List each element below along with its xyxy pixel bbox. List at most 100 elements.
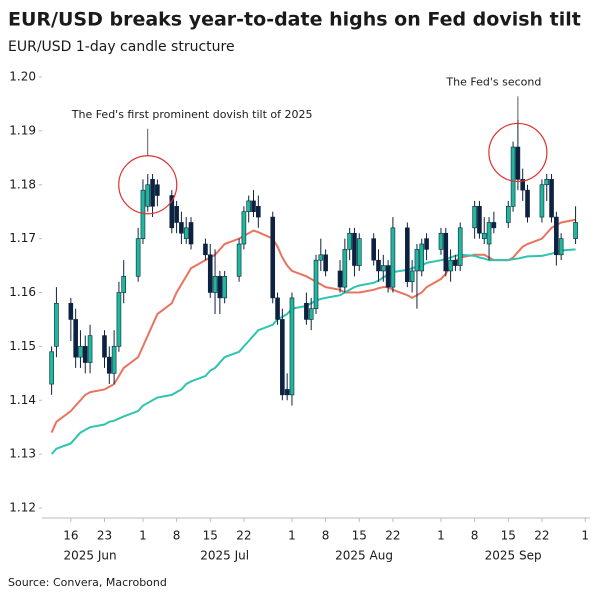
candle-body xyxy=(169,195,175,229)
month-label: 2025 Sep xyxy=(485,549,542,563)
candle-body xyxy=(121,276,127,293)
candle-body xyxy=(477,206,482,234)
candle-body xyxy=(150,179,155,207)
chart-subtitle: EUR/USD 1-day candle structure xyxy=(8,39,235,55)
candle-body xyxy=(342,249,348,288)
candle-body xyxy=(525,189,530,218)
x-tick-label: 23 xyxy=(97,529,112,543)
candle-body xyxy=(390,227,396,288)
x-tick-label: 8 xyxy=(471,529,479,543)
candle-body xyxy=(554,216,559,256)
moving-average-line xyxy=(50,218,576,433)
candle-body xyxy=(116,292,122,347)
month-label: 2025 Jul xyxy=(200,549,249,563)
candle-body xyxy=(174,206,179,223)
x-tick-label: 15 xyxy=(501,529,516,543)
candle-body xyxy=(145,184,151,207)
candle-body xyxy=(246,200,252,212)
moving-average-line xyxy=(50,248,576,455)
candle-body xyxy=(241,211,247,245)
chart-title: EUR/USD breaks year-to-date highs on Fed… xyxy=(8,9,581,31)
y-tick-label: 1.17 xyxy=(9,231,36,245)
y-tick-label: 1.15 xyxy=(9,339,36,353)
candle-body xyxy=(140,189,146,239)
candle-body xyxy=(414,249,420,272)
candle-body xyxy=(289,297,295,396)
candle-body xyxy=(54,302,59,347)
candle-body xyxy=(405,227,410,283)
candle-body xyxy=(448,259,453,272)
candle-body xyxy=(49,351,54,385)
candle-body xyxy=(515,146,521,180)
candle-body xyxy=(486,222,492,245)
candle-body xyxy=(558,238,564,256)
annotation-text: The Fed's second xyxy=(445,75,541,88)
candle-body xyxy=(424,238,429,250)
candle-body xyxy=(481,232,487,239)
candle-body xyxy=(275,297,280,320)
candle-body xyxy=(308,308,314,320)
y-tick-label: 1.18 xyxy=(9,177,36,191)
candle-body xyxy=(87,335,93,363)
x-tick-label: 1 xyxy=(581,529,589,543)
candle-body xyxy=(453,259,458,266)
candle-body xyxy=(280,319,285,396)
candle-body xyxy=(347,232,352,250)
candle-body xyxy=(68,302,74,320)
y-tick-label: 1.12 xyxy=(9,501,36,515)
candle-body xyxy=(222,276,227,299)
candle-body xyxy=(510,146,516,207)
candle-body xyxy=(385,265,391,288)
candle-body xyxy=(318,254,324,261)
candle-body xyxy=(179,222,184,234)
candle-body xyxy=(284,389,290,396)
candle-body xyxy=(256,206,261,218)
candle-body xyxy=(352,232,357,266)
candle-body xyxy=(323,254,328,272)
x-tick-label: 1 xyxy=(139,529,147,543)
candle-body xyxy=(73,319,78,358)
candle-body xyxy=(188,222,194,245)
candle-body xyxy=(549,179,554,218)
x-tick-label: 8 xyxy=(173,529,181,543)
candle-body xyxy=(82,346,88,363)
y-tick-label: 1.19 xyxy=(9,123,36,137)
candle-body xyxy=(539,184,545,218)
candle-body xyxy=(371,238,376,261)
x-tick-label: 16 xyxy=(63,529,78,543)
candle-body xyxy=(212,276,218,293)
candle-body xyxy=(183,227,189,239)
x-tick-label: 22 xyxy=(534,529,549,543)
candle-body xyxy=(304,302,309,320)
y-tick-label: 1.14 xyxy=(9,393,36,407)
y-tick-label: 1.20 xyxy=(9,70,36,84)
x-tick-label: 22 xyxy=(236,529,251,543)
candle-body xyxy=(106,356,112,374)
candle-body xyxy=(438,232,444,250)
candle-body xyxy=(207,254,213,293)
x-tick-label: 1 xyxy=(288,529,296,543)
x-tick-label: 8 xyxy=(322,529,330,543)
candle-body xyxy=(78,346,83,358)
candle-body xyxy=(409,270,415,283)
candle-body xyxy=(457,227,463,266)
month-label: 2025 Jun xyxy=(64,549,117,563)
candle-body xyxy=(111,346,117,374)
candle-body xyxy=(135,238,141,277)
x-tick-label: 15 xyxy=(352,529,367,543)
source: Source: Convera, Macrobond xyxy=(8,576,167,589)
candle-body xyxy=(217,276,223,299)
candle-body xyxy=(102,335,107,358)
candle-body xyxy=(251,200,256,212)
month-label: 2025 Aug xyxy=(335,549,393,563)
candle-body xyxy=(203,243,208,256)
candle-body xyxy=(443,232,449,272)
candle-body xyxy=(236,243,242,277)
x-tick-label: 15 xyxy=(203,529,218,543)
candle-body xyxy=(544,179,550,186)
y-tick-label: 1.16 xyxy=(9,285,36,299)
annotation-text: The Fed's first prominent dovish tilt of… xyxy=(71,108,313,121)
candle-body xyxy=(520,179,526,191)
y-tick-label: 1.13 xyxy=(9,447,36,461)
